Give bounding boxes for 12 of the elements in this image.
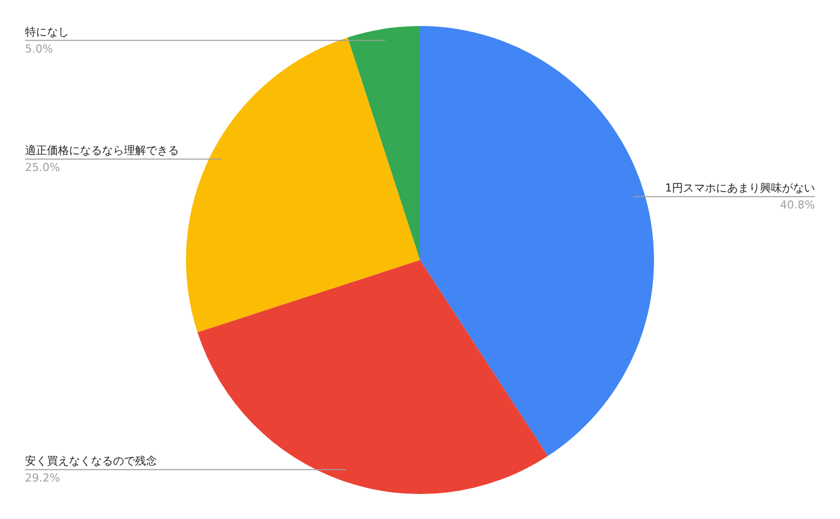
data-label: 5.0% — [25, 42, 53, 56]
pie-slice — [186, 37, 420, 332]
data-label: 29.2% — [25, 472, 60, 485]
slice-label: 特になし — [25, 25, 69, 38]
data-label: 40.8% — [780, 198, 815, 212]
slice-label: 1円スマホにあまり興味がない — [665, 182, 815, 195]
pie-slice — [197, 260, 548, 494]
pie-slice — [420, 26, 654, 456]
data-label: 25.0% — [25, 161, 60, 174]
slice-label: 安く買えなくなるので残念 — [25, 454, 157, 468]
pie-slice — [348, 26, 420, 260]
slice-label: 適正価格になるなら理解できる — [25, 144, 179, 158]
